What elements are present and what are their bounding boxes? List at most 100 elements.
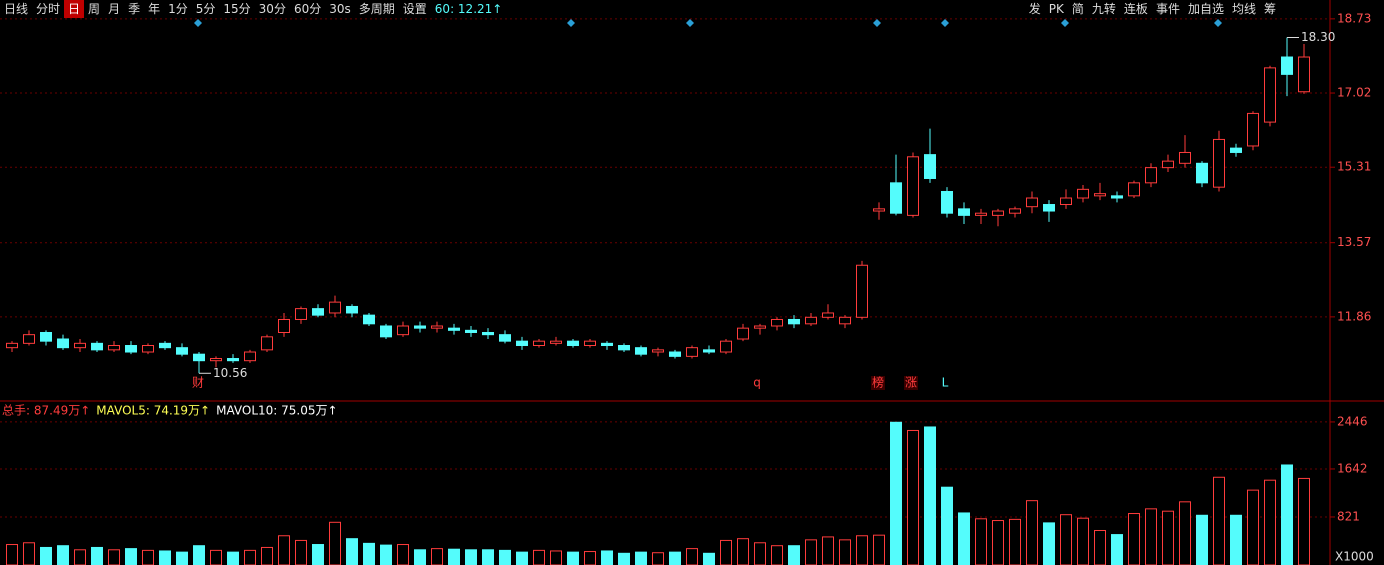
volume-bar (227, 551, 239, 565)
candle-body (108, 345, 120, 351)
toolbar-button[interactable]: 日线 (4, 2, 29, 16)
candle-body (295, 308, 307, 320)
candle-body (737, 327, 749, 340)
candle-body (431, 325, 443, 329)
y-tick-label: 17.02 (1337, 86, 1371, 100)
volume-bar (1060, 514, 1072, 565)
volume-bar (652, 552, 664, 565)
toolbar-button[interactable]: 均线 (1231, 2, 1256, 16)
volume-bar (686, 548, 698, 565)
candle-body (91, 342, 103, 351)
high-label: 18.30 (1301, 30, 1335, 44)
volume-bar (74, 549, 86, 565)
volume-bar (1145, 508, 1157, 565)
toolbar-button[interactable]: 年 (148, 2, 161, 16)
toolbar-button[interactable]: 设置 (402, 2, 427, 16)
volume-legend: 总手: 87.49万↑ (2, 404, 90, 418)
event-diamond (194, 19, 202, 27)
volume-bar (601, 550, 613, 565)
volume-bar (516, 551, 528, 565)
volume-bar (1264, 479, 1276, 565)
toolbar-button[interactable]: 多周期 (358, 2, 395, 16)
volume-bar (1026, 500, 1038, 565)
volume-bar (856, 535, 868, 565)
candle-body (652, 349, 664, 353)
toolbar-button[interactable]: 1分 (168, 2, 188, 16)
candle-body (176, 347, 188, 355)
toolbar-button[interactable]: 连板 (1123, 2, 1148, 16)
toolbar-button[interactable]: 九转 (1091, 2, 1116, 16)
candle-body (1009, 208, 1021, 214)
toolbar-button[interactable]: 日 (64, 0, 85, 18)
toolbar-button[interactable]: 30分 (258, 2, 286, 16)
toolbar-button[interactable]: 5分 (195, 2, 216, 16)
event-label: 榜 (872, 375, 884, 390)
volume-bar (465, 549, 477, 565)
candle-body (788, 318, 800, 325)
toolbar-button[interactable]: 15分 (223, 2, 251, 16)
volume-bar (1196, 514, 1208, 565)
volume-bar (414, 549, 426, 565)
volume-bar (482, 549, 494, 565)
volume-bar (431, 548, 443, 565)
volume-bar (448, 548, 460, 565)
event-diamond (567, 19, 575, 27)
candle-body (686, 347, 698, 357)
toolbar-button[interactable]: 季 (128, 2, 141, 16)
volume-bar (771, 545, 783, 565)
volume-bar (295, 539, 307, 565)
volume-bar (1213, 476, 1225, 565)
candle-body (1281, 56, 1293, 75)
volume-bar (975, 518, 987, 565)
volume-bar (346, 538, 358, 565)
toolbar-button[interactable]: 分时 (36, 2, 61, 16)
candle-body (1230, 147, 1242, 153)
period-buttons: 日线 分时日周月季年 1分 5分 15分 30分 60分 30s 多周期 设置 (0, 0, 431, 18)
toolbar-button[interactable]: 事件 (1155, 2, 1180, 16)
candle-body (805, 316, 817, 325)
candle-body (448, 327, 460, 331)
toolbar-button[interactable]: 筹 (1263, 2, 1276, 16)
toolbar-button[interactable]: PK (1048, 2, 1064, 16)
candle-body (1128, 182, 1140, 197)
toolbar-button[interactable]: 月 (108, 2, 121, 16)
candle-body (414, 325, 426, 329)
volume-bar (669, 551, 681, 565)
toolbar-button[interactable]: 加自选 (1187, 2, 1224, 16)
toolbar-button[interactable]: 周 (88, 2, 101, 16)
toolbar-button[interactable]: 简 (1071, 2, 1084, 16)
candle-body (992, 210, 1004, 216)
toolbar-button[interactable]: 30s (329, 2, 351, 16)
candle-body (771, 318, 783, 327)
candle-body (210, 358, 222, 362)
volume-bar (754, 542, 766, 565)
toolbar-button[interactable]: 60分 (293, 2, 322, 16)
y-tick-label: 13.57 (1337, 235, 1371, 249)
candle-body (516, 340, 528, 347)
candle-body (1196, 162, 1208, 184)
candle-body (754, 325, 766, 329)
volume-bar (176, 551, 188, 565)
volume-bar (193, 545, 205, 565)
candle-body (567, 340, 579, 347)
event-diamond (1214, 19, 1222, 27)
candle-body (1264, 67, 1276, 123)
event-label: 涨 (905, 375, 917, 390)
low-label: 10.56 (213, 366, 247, 380)
volume-bar (1128, 513, 1140, 565)
volume-bar (1162, 510, 1174, 565)
volume-bar (822, 536, 834, 565)
candle-body (1077, 188, 1089, 199)
volume-bar (1281, 464, 1293, 565)
volume-bar (1298, 477, 1310, 565)
candle-body (1026, 197, 1038, 208)
candle-body (227, 358, 239, 362)
candle-body (397, 325, 409, 336)
y-tick-label: 2446 (1337, 414, 1368, 428)
candle-body (1111, 195, 1123, 199)
volume-bar (1247, 489, 1259, 565)
candle-body (1060, 197, 1072, 206)
event-diamond (1061, 19, 1069, 27)
volume-bar (839, 539, 851, 565)
toolbar-button[interactable]: 发 (1028, 2, 1041, 16)
